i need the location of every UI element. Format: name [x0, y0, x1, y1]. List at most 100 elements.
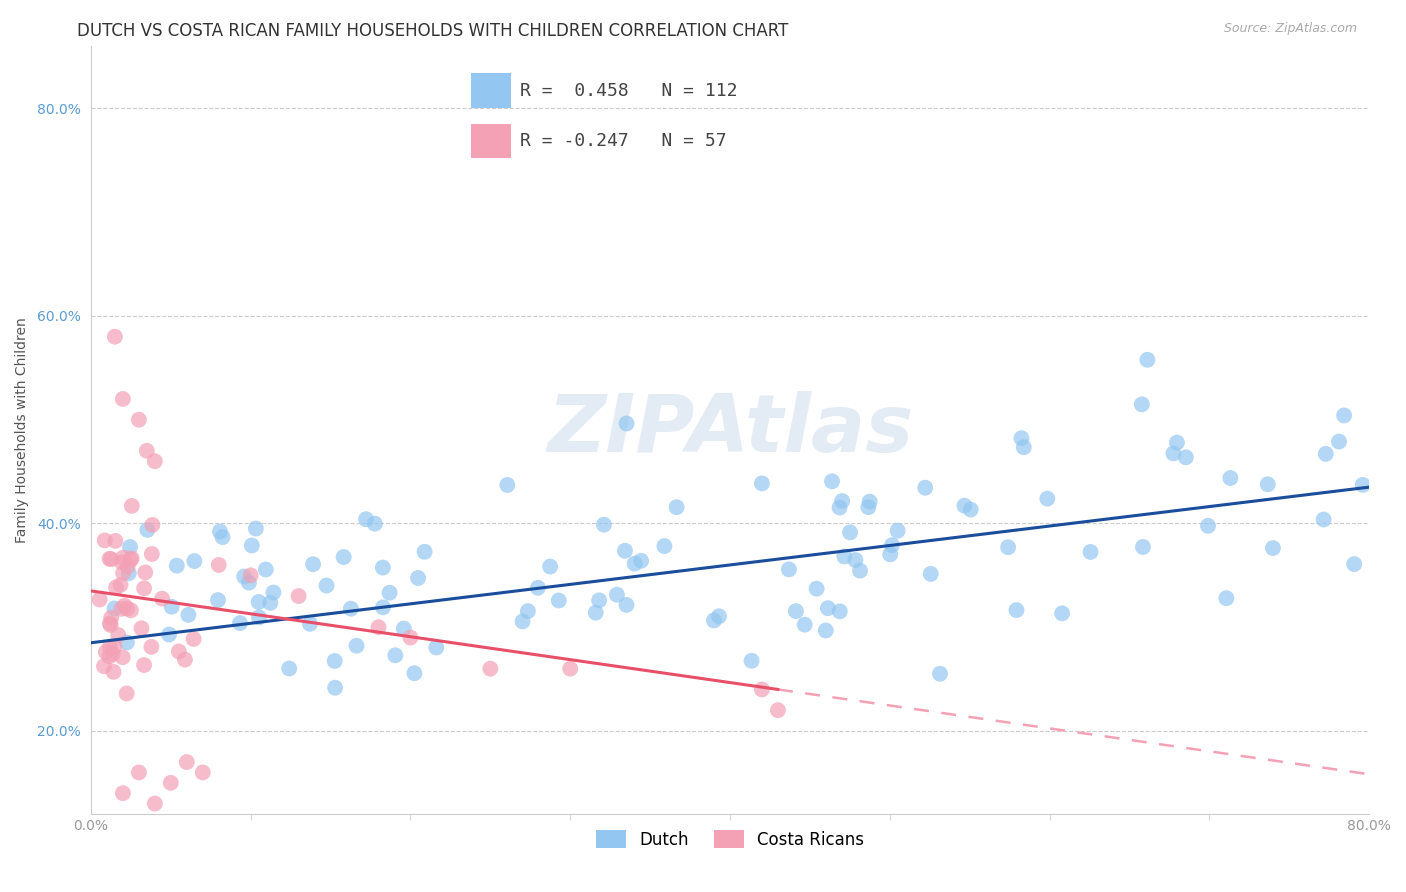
Point: [858, 500, 880, 515]
Point: [287, 589, 309, 603]
Point: [157, 627, 180, 641]
Point: [378, 586, 401, 600]
Point: [166, 558, 188, 573]
Point: [247, 595, 270, 609]
Point: [1327, 434, 1350, 449]
Point: [1050, 607, 1073, 621]
Point: [120, 540, 142, 554]
Point: [496, 478, 519, 492]
Point: [111, 392, 134, 406]
Point: [208, 524, 231, 539]
Point: [371, 600, 394, 615]
Point: [183, 632, 205, 646]
Point: [183, 554, 205, 568]
Point: [302, 558, 325, 572]
Point: [98, 616, 121, 631]
Point: [98, 649, 121, 664]
Point: [298, 616, 321, 631]
Point: [262, 585, 284, 599]
Point: [211, 530, 233, 544]
Point: [834, 549, 856, 564]
Point: [1261, 541, 1284, 555]
Point: [914, 481, 936, 495]
Point: [1315, 447, 1337, 461]
Point: [413, 545, 436, 559]
Point: [120, 603, 142, 617]
Point: [1163, 446, 1185, 460]
Point: [159, 776, 181, 790]
Point: [207, 593, 229, 607]
Point: [131, 621, 153, 635]
Point: [527, 581, 550, 595]
Point: [606, 588, 628, 602]
Point: [828, 500, 851, 515]
Point: [259, 596, 281, 610]
Point: [1351, 478, 1374, 492]
Point: [233, 569, 256, 583]
Point: [920, 566, 942, 581]
Point: [538, 559, 561, 574]
Point: [150, 591, 173, 606]
Point: [143, 454, 166, 468]
Point: [1136, 352, 1159, 367]
Point: [616, 417, 638, 431]
Point: [1219, 471, 1241, 485]
Point: [118, 566, 141, 581]
Point: [839, 525, 862, 540]
Point: [93, 659, 115, 673]
Point: [115, 601, 138, 615]
Point: [101, 647, 124, 661]
Point: [103, 640, 125, 654]
Point: [112, 566, 135, 580]
Point: [354, 512, 377, 526]
Point: [111, 555, 134, 569]
Point: [160, 599, 183, 614]
Point: [384, 648, 406, 663]
Point: [104, 329, 127, 343]
Point: [849, 564, 872, 578]
Point: [406, 571, 429, 585]
Point: [114, 599, 136, 613]
Point: [254, 562, 277, 576]
Point: [425, 640, 447, 655]
Point: [323, 681, 346, 695]
Point: [132, 658, 155, 673]
Point: [141, 640, 163, 654]
Legend: Dutch, Costa Ricans: Dutch, Costa Ricans: [589, 823, 870, 855]
Point: [703, 614, 725, 628]
Point: [128, 765, 150, 780]
Point: [135, 443, 157, 458]
Point: [94, 645, 117, 659]
Text: DUTCH VS COSTA RICAN FAMILY HOUSEHOLDS WITH CHILDREN CORRELATION CHART: DUTCH VS COSTA RICAN FAMILY HOUSEHOLDS W…: [77, 22, 789, 40]
Point: [844, 553, 866, 567]
Point: [516, 604, 538, 618]
Point: [107, 628, 129, 642]
Point: [817, 601, 839, 615]
Point: [613, 543, 636, 558]
Point: [247, 610, 270, 624]
Point: [191, 765, 214, 780]
Point: [707, 609, 730, 624]
Point: [1011, 431, 1033, 445]
Point: [1166, 435, 1188, 450]
Point: [630, 554, 652, 568]
Point: [623, 557, 645, 571]
Point: [103, 665, 125, 679]
Point: [1036, 491, 1059, 506]
Point: [104, 533, 127, 548]
Point: [332, 549, 354, 564]
Point: [831, 494, 853, 508]
Point: [399, 631, 422, 645]
Point: [392, 622, 415, 636]
Point: [793, 617, 815, 632]
Point: [98, 640, 121, 654]
Point: [89, 592, 111, 607]
Point: [751, 682, 773, 697]
Point: [143, 797, 166, 811]
Point: [111, 786, 134, 800]
Point: [112, 550, 135, 565]
Point: [1080, 545, 1102, 559]
Point: [367, 620, 389, 634]
Point: [1257, 477, 1279, 491]
Point: [814, 624, 837, 638]
